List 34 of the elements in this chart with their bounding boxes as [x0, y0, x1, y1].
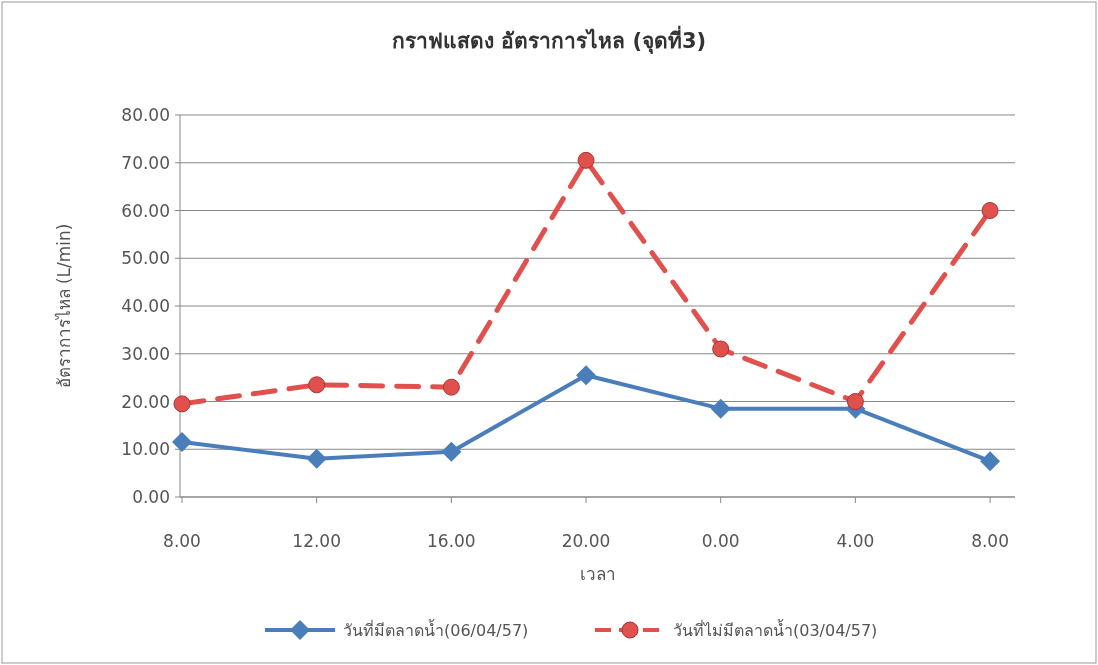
y-tick-label: 50.00 [121, 248, 170, 269]
x-tick-label: 12.00 [292, 531, 342, 551]
y-tick-label: 40.00 [121, 296, 170, 316]
chart-title: กราฟแสดง อัตราการไหล (จุดที่3) [391, 25, 707, 55]
x-tick-label: 16.00 [427, 531, 476, 551]
point [712, 340, 730, 358]
point [577, 151, 595, 169]
point [308, 376, 326, 394]
y-tick-label: 70.00 [121, 152, 170, 173]
point [441, 441, 462, 462]
y-tick-label: 30.00 [121, 343, 170, 364]
x-tick-label: 0.00 [701, 531, 740, 551]
point [981, 202, 999, 219]
x-tick-label: 4.00 [836, 531, 875, 551]
legend-label: วันที่มีตลาดน้ำ(06/04/57) [343, 619, 529, 640]
x-axis-title: เวลา [579, 564, 616, 584]
point [442, 378, 460, 396]
point [172, 432, 192, 453]
point [306, 448, 327, 469]
y-tick-label: 80.00 [121, 105, 170, 125]
point [846, 393, 864, 410]
y-tick-label: 20.00 [121, 391, 170, 412]
y-tick-label: 10.00 [121, 439, 170, 460]
x-tick-label: 8.00 [971, 531, 1009, 551]
point [576, 365, 597, 386]
y-axis-title: อัตราการไหล (L/min) [54, 223, 74, 389]
y-tick-label: 60.00 [121, 200, 170, 221]
point [173, 395, 191, 413]
x-tick-label: 20.00 [561, 531, 611, 551]
legend-label: วันที่ไม่มีตลาดน้ำ(03/04/57) [673, 619, 878, 640]
point [980, 451, 1001, 472]
y-tick-label: 0.00 [132, 487, 170, 507]
x-tick-label: 8.00 [163, 531, 201, 551]
point [710, 398, 731, 419]
